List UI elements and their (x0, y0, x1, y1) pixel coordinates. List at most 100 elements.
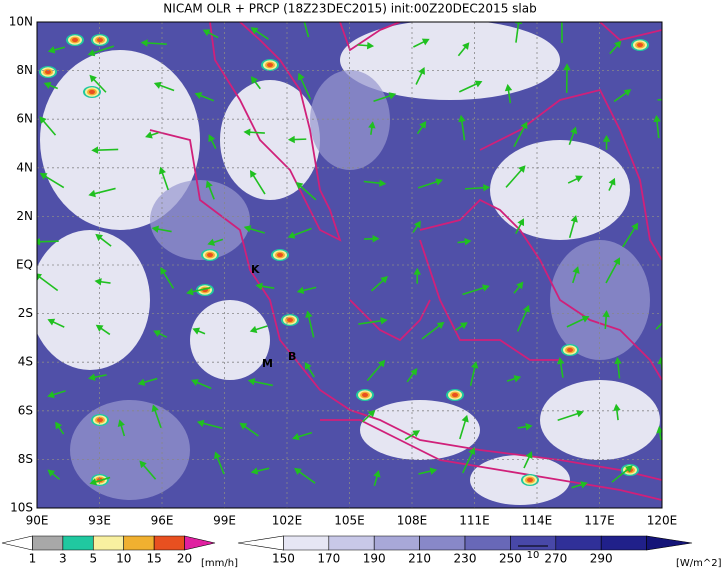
arrow-head (243, 225, 252, 233)
colorbar-bin (32, 535, 64, 551)
precip-cell (97, 417, 103, 423)
arrow-head (373, 470, 381, 478)
colorbar-bin (600, 535, 647, 551)
lon-label: 96E (151, 514, 174, 528)
arrow-head (192, 327, 201, 335)
precip-cell (72, 37, 78, 43)
arrow-head (255, 282, 263, 290)
arrow-head (572, 266, 580, 274)
arrow-head (88, 373, 96, 381)
wind-arrow (666, 469, 690, 474)
arrow-head (297, 72, 305, 81)
arrow-head (435, 178, 443, 186)
lon-label: 90E (26, 514, 49, 528)
wind-arrow (655, 322, 662, 330)
arrow-head (413, 267, 422, 275)
arrow-head (625, 465, 633, 473)
arrow-head (89, 478, 98, 486)
arrow-head (413, 220, 421, 229)
colorbar-bin (646, 535, 693, 551)
precip-cell (45, 69, 51, 75)
arrow-head (250, 467, 259, 475)
place-marker: M (262, 357, 273, 370)
lat-label: 6N (16, 112, 33, 126)
arrow-head (575, 175, 583, 183)
arrow-head (412, 430, 421, 438)
arrow-head (513, 375, 522, 383)
arrow-head (287, 135, 295, 144)
colorbar-bin (1, 535, 33, 551)
precip-cell (89, 89, 95, 95)
wind-arrow (671, 280, 681, 288)
precip-cell (207, 252, 213, 258)
colorbar-label: 270 (544, 552, 567, 566)
cloud-patch (550, 240, 650, 360)
cloud-patch (310, 70, 390, 170)
colorbar-label: 250 (499, 552, 522, 566)
cloud-patch (70, 400, 190, 500)
arrow-head (614, 356, 622, 365)
colorbar-bin (184, 535, 216, 551)
arrow-head (471, 361, 479, 369)
arrow-head (563, 63, 571, 71)
arrow-head (676, 280, 681, 285)
cloud-patch (150, 180, 250, 260)
lat-label: EQ (16, 258, 33, 272)
arrow-head (559, 16, 564, 20)
arrow-head (139, 460, 147, 469)
arrow-head (137, 378, 146, 386)
lon-label: 93E (88, 514, 111, 528)
lon-label: 105E (334, 514, 365, 528)
arrow-head (296, 286, 305, 295)
precip-cell (567, 347, 573, 353)
arrow-head (459, 322, 468, 330)
arrow-head (368, 121, 376, 129)
arrow-head (250, 76, 258, 84)
arrow-head (194, 92, 203, 100)
arrow-head (207, 238, 216, 246)
colorbar-unit: [mm/h] (201, 558, 238, 569)
arrow-head (602, 310, 610, 318)
title: NICAM OLR + PRCP (18Z23DEC2015) init:00Z… (163, 2, 536, 16)
arrow-head (153, 330, 161, 337)
wind-arrow (303, 22, 310, 38)
arrow-head (613, 403, 621, 411)
map-frame (36, 21, 663, 509)
colorbar-label: 3 (59, 552, 67, 566)
colorbar-label: 230 (454, 552, 477, 566)
arrow-head (55, 421, 63, 430)
cloud-gap (37, 230, 150, 370)
cloud-gap (340, 22, 560, 100)
colorbars: 1 3 5 10 15 20 [mm/h] 150 170 190 210 230 250 270 290 [… (1, 535, 722, 569)
lat-label: 4N (16, 160, 33, 174)
place-marker: K (251, 263, 260, 276)
arrow-head (151, 404, 159, 413)
map-field (37, 16, 690, 508)
cloud-gap (190, 300, 270, 380)
lat-label: 2N (16, 209, 33, 223)
lon-label: 102E (272, 514, 303, 528)
arrow-head (87, 49, 96, 57)
arrow-head (380, 317, 388, 325)
arrow-head (525, 451, 533, 459)
colorbar-bin (237, 535, 284, 551)
arrow-head (669, 221, 674, 225)
colorbar-label: 210 (408, 552, 431, 566)
arrow-head (247, 378, 256, 386)
lon-label: 111E (459, 514, 490, 528)
lat-label: 2S (18, 306, 33, 320)
arrow-head (205, 180, 213, 189)
clear-areas (37, 22, 660, 505)
arrow-head (474, 80, 483, 88)
arrow-head (250, 27, 259, 35)
colorbar-bin (510, 535, 557, 551)
arrow-head (140, 39, 148, 47)
arrow-head (631, 222, 639, 231)
arrow-head (47, 391, 55, 399)
precip-cell (277, 252, 283, 258)
coastline (599, 22, 662, 41)
arrow-head (287, 231, 296, 239)
cloud-gap (490, 140, 630, 240)
arrow-head (47, 318, 56, 326)
cloud-gap (40, 50, 200, 230)
